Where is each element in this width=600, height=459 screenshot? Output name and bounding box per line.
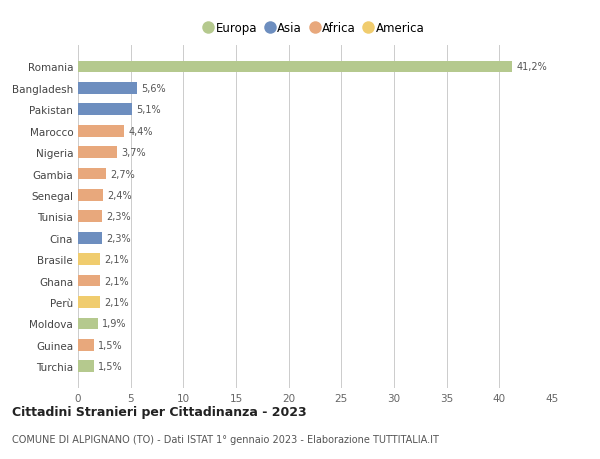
Text: 2,1%: 2,1% [104, 255, 129, 264]
Text: Cittadini Stranieri per Cittadinanza - 2023: Cittadini Stranieri per Cittadinanza - 2… [12, 405, 307, 419]
Text: 1,9%: 1,9% [102, 319, 127, 329]
Bar [78, 275, 100, 287]
Bar [78, 147, 117, 159]
Bar [78, 62, 512, 73]
Bar [78, 318, 98, 330]
Bar [78, 232, 102, 244]
Bar [78, 190, 103, 202]
Text: 2,1%: 2,1% [104, 297, 129, 308]
Bar [78, 339, 94, 351]
Text: 41,2%: 41,2% [516, 62, 547, 73]
Bar [78, 254, 100, 265]
Bar [78, 83, 137, 95]
Bar [78, 211, 102, 223]
Text: 2,1%: 2,1% [104, 276, 129, 286]
Text: 3,7%: 3,7% [121, 148, 146, 158]
Text: 2,3%: 2,3% [106, 233, 131, 243]
Text: 2,4%: 2,4% [107, 190, 132, 201]
Bar [78, 126, 124, 137]
Text: 1,5%: 1,5% [98, 340, 122, 350]
Text: 4,4%: 4,4% [128, 126, 153, 136]
Text: 2,3%: 2,3% [106, 212, 131, 222]
Text: 5,6%: 5,6% [141, 84, 166, 94]
Bar [78, 168, 106, 180]
Bar [78, 361, 94, 372]
Bar [78, 104, 132, 116]
Text: COMUNE DI ALPIGNANO (TO) - Dati ISTAT 1° gennaio 2023 - Elaborazione TUTTITALIA.: COMUNE DI ALPIGNANO (TO) - Dati ISTAT 1°… [12, 434, 439, 443]
Legend: Europa, Asia, Africa, America: Europa, Asia, Africa, America [200, 17, 430, 40]
Text: 5,1%: 5,1% [136, 105, 161, 115]
Text: 1,5%: 1,5% [98, 361, 122, 371]
Bar [78, 297, 100, 308]
Text: 2,7%: 2,7% [110, 169, 136, 179]
